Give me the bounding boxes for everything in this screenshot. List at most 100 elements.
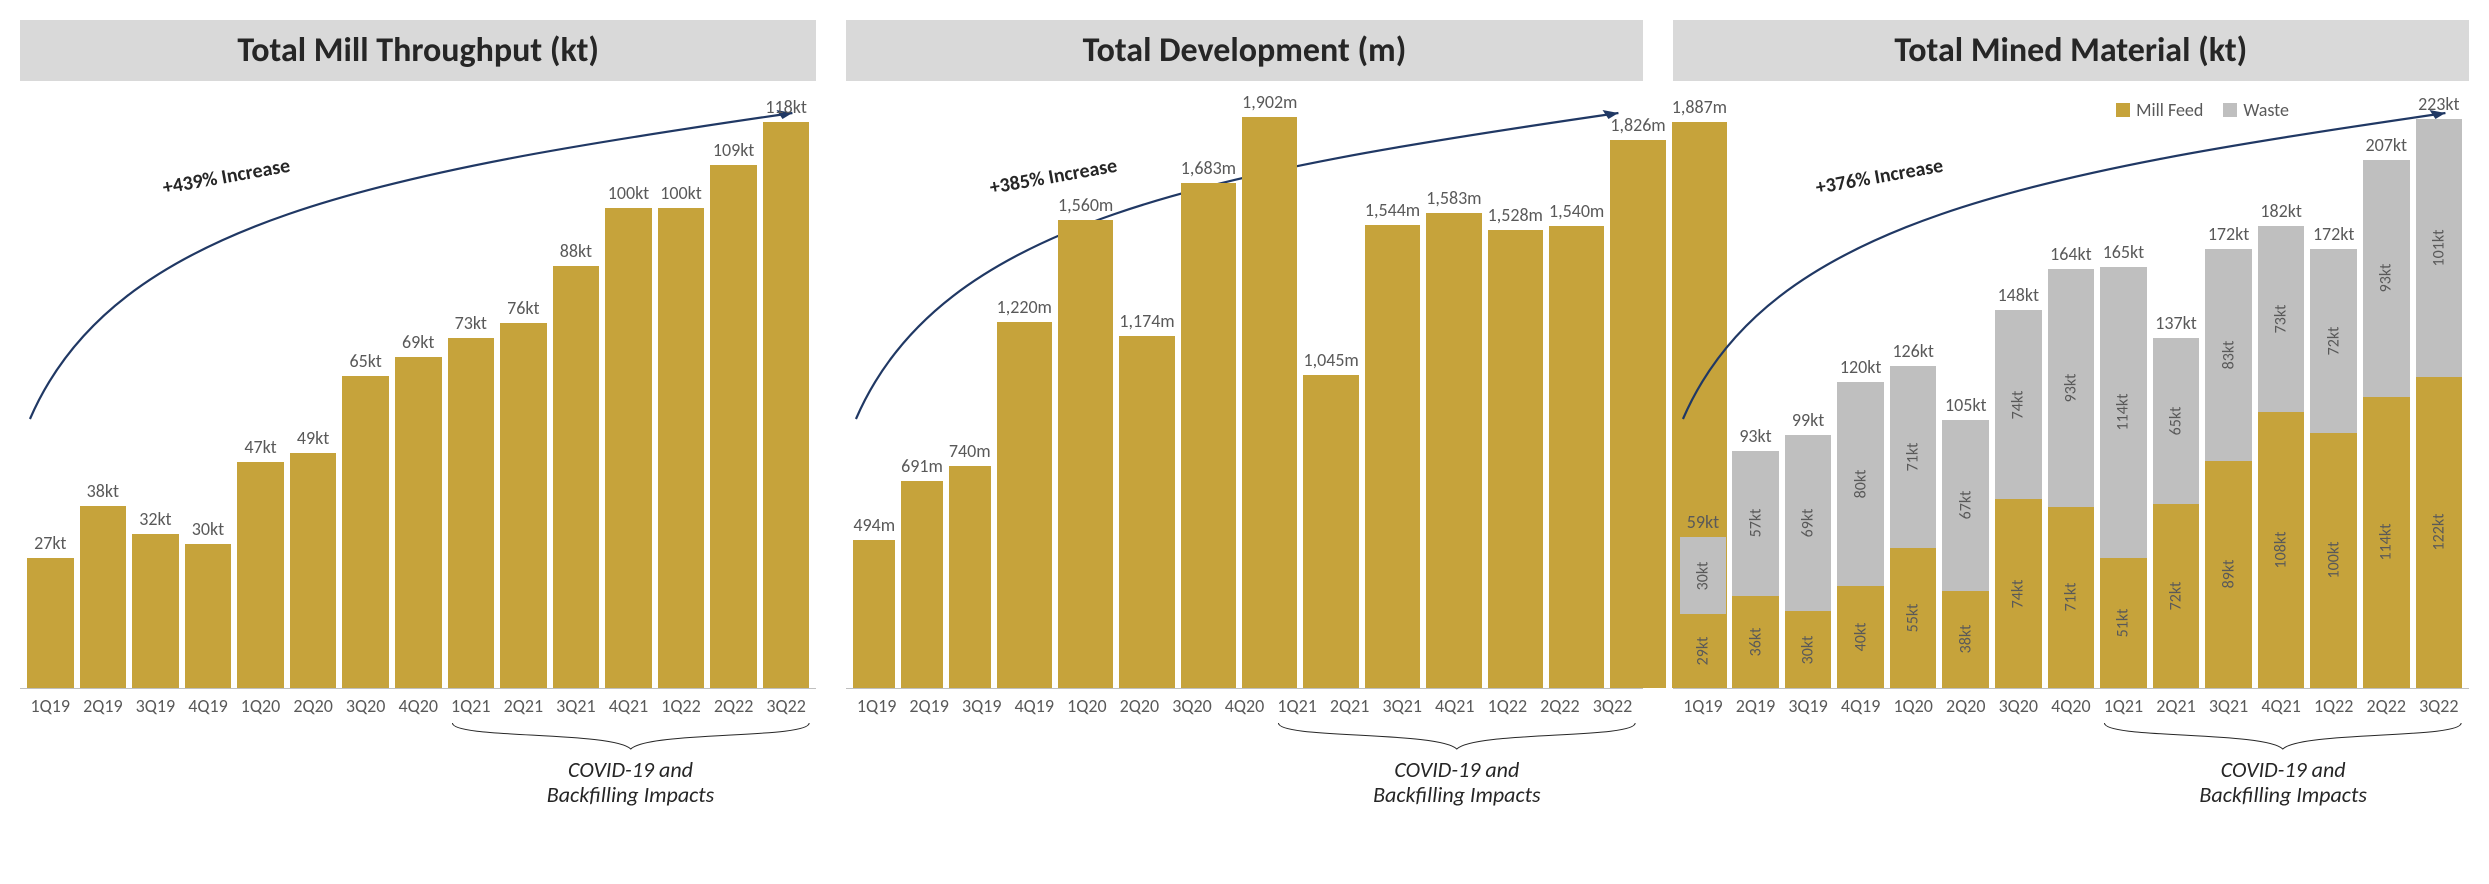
bar-value-label: 1,540m (1549, 200, 1604, 222)
segment-label: 57kt (1746, 509, 1765, 538)
segment-label: 69kt (1799, 509, 1818, 538)
bar-segment (132, 534, 179, 688)
bar-value-label: 740m (949, 440, 991, 462)
bar (1365, 225, 1420, 688)
bar-segment (997, 322, 1052, 688)
bar-slot: 740m (949, 89, 991, 688)
segment-label: 93kt (2061, 374, 2080, 403)
x-tick-label: 3Q22 (2416, 695, 2463, 717)
bar (1119, 336, 1174, 688)
x-tick-label: 1Q19 (1680, 695, 1727, 717)
bar-segment (1549, 226, 1604, 688)
x-axis: 1Q192Q193Q194Q191Q202Q203Q204Q201Q212Q21… (1673, 689, 2469, 717)
bar-slot: 148kt74kt74kt (1995, 89, 2042, 688)
bar-segment-waste: 30kt (1680, 537, 1727, 614)
bar (1303, 375, 1358, 689)
bar-segment-millfeed: 71kt (2048, 507, 2095, 688)
bar-slot: 49kt (290, 89, 337, 688)
bar-segment (1303, 375, 1358, 689)
x-tick-label: 4Q20 (2048, 695, 2095, 717)
bar-segment-millfeed: 122kt (2416, 377, 2463, 688)
x-tick-label: 3Q19 (958, 695, 1005, 717)
x-tick-label: 1Q19 (27, 695, 74, 717)
bar-slot: 172kt89kt83kt (2205, 89, 2252, 688)
x-tick-label: 2Q22 (2363, 695, 2410, 717)
bar (853, 540, 895, 688)
bar-segment-waste: 69kt (1785, 435, 1832, 611)
bar (290, 453, 337, 688)
bar-slot: 1,045m (1303, 89, 1358, 688)
bar-segment (710, 165, 757, 688)
bar-slot: 105kt 38kt67kt (1942, 89, 1989, 688)
bar-value-label: 172kt (2208, 223, 2250, 245)
x-tick-label: 2Q20 (1116, 695, 1163, 717)
x-tick-label: 2Q22 (1537, 695, 1584, 717)
bar-value-label: 93kt (1739, 425, 1771, 447)
bar (237, 462, 284, 688)
panel-development: Total Development (m)+385% Increase494m6… (846, 20, 1642, 831)
bar: 38kt67kt (1942, 420, 1989, 688)
bar-slot: 182kt108kt73kt (2258, 89, 2305, 688)
x-tick-label: 4Q20 (1221, 695, 1268, 717)
segment-label: 30kt (1693, 561, 1712, 590)
bar-value-label: 1,544m (1365, 199, 1420, 221)
bar-segment (290, 453, 337, 688)
bar-segment (605, 208, 652, 688)
bar-value-label: 100kt (660, 182, 702, 204)
bar-value-label: 88kt (560, 240, 592, 262)
bar-value-label: 120kt (1840, 356, 1882, 378)
bar: 40kt80kt (1837, 382, 1884, 688)
bar: 30kt 69kt (1785, 435, 1832, 688)
x-tick-label: 3Q22 (763, 695, 810, 717)
x-tick-label: 1Q22 (2310, 695, 2357, 717)
bar (1242, 117, 1297, 688)
bar: 55kt71kt (1890, 366, 1937, 688)
x-tick-label: 2Q19 (80, 695, 127, 717)
bar-value-label: 99kt (1792, 409, 1824, 431)
bar-segment (1242, 117, 1297, 688)
bar-value-label: 1,683m (1181, 157, 1236, 179)
bar-value-label: 1,174m (1119, 310, 1174, 332)
bar-value-label: 207kt (2366, 134, 2408, 156)
bar-slot: 172kt100kt72kt (2310, 89, 2357, 688)
bar-slot: 59kt29kt30kt (1680, 89, 1727, 688)
x-tick-label: 4Q19 (185, 695, 232, 717)
bar-slot: 120kt 40kt80kt (1837, 89, 1884, 688)
bars: 59kt29kt30kt 93kt 36kt57kt 99kt 30kt 69kt 120k… (1673, 89, 2469, 688)
segment-label: 55kt (1904, 603, 1923, 632)
bar-slot: 1,220m (997, 89, 1052, 688)
bar: 36kt57kt (1732, 451, 1779, 688)
bar (1181, 183, 1236, 688)
bar-segment-millfeed: 89kt (2205, 461, 2252, 688)
x-tick-label: 1Q22 (1484, 695, 1531, 717)
bar-segment-millfeed: 108kt (2258, 412, 2305, 688)
bar-value-label: 1,220m (997, 296, 1052, 318)
bar-slot: 65kt (342, 89, 389, 688)
segment-label: 74kt (2009, 579, 2028, 608)
x-tick-label: 2Q20 (1942, 695, 1989, 717)
bar-segment (237, 462, 284, 688)
x-tick-label: 1Q20 (1890, 695, 1937, 717)
x-tick-label: 3Q19 (1785, 695, 1832, 717)
x-tick-label: 3Q22 (1589, 695, 1636, 717)
bar-value-label: 105kt (1945, 394, 1987, 416)
bar-segment-millfeed: 38kt (1942, 591, 1989, 688)
bar-segment (342, 376, 389, 688)
bars: 27kt38kt32kt30kt47kt49kt65kt69kt73kt76kt… (20, 89, 816, 688)
bar-segment (1058, 220, 1113, 688)
bar-segment-millfeed: 30kt (1785, 611, 1832, 688)
bar-value-label: 109kt (713, 139, 755, 161)
bar (342, 376, 389, 688)
bar-value-label: 27kt (34, 532, 66, 554)
x-tick-label: 3Q20 (1169, 695, 1216, 717)
bar-segment-waste: 65kt (2153, 338, 2200, 504)
bar-slot: 137kt72kt65kt (2153, 89, 2200, 688)
bar-value-label: 100kt (608, 182, 650, 204)
segment-label: 80kt (1851, 469, 1870, 498)
bar-segment (395, 357, 442, 688)
bar (553, 266, 600, 688)
bar-value-label: 494m (853, 514, 895, 536)
bar-slot: 1,902m (1242, 89, 1297, 688)
bar-slot: 109kt (710, 89, 757, 688)
bar-segment (500, 323, 547, 688)
